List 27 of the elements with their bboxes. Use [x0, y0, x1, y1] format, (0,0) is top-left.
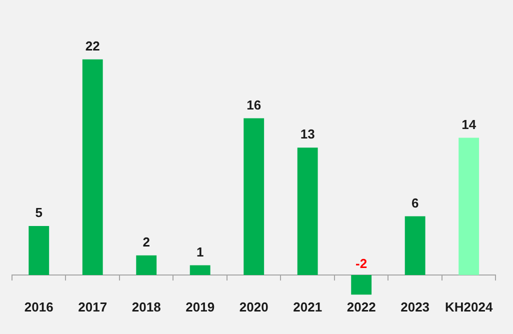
bar — [297, 148, 318, 275]
x-tick-label: 2023 — [400, 299, 430, 314]
x-tick-label: 2017 — [78, 299, 108, 314]
bar — [458, 138, 480, 275]
bar — [244, 118, 264, 275]
x-tick-label: 2018 — [132, 299, 161, 314]
x-tick-label: 2019 — [186, 299, 215, 314]
bar — [136, 255, 157, 275]
data-label: 6 — [411, 195, 419, 210]
bar — [190, 265, 210, 275]
x-tick-label: 2016 — [24, 299, 54, 314]
x-tick-label: 2021 — [293, 299, 322, 314]
data-label: -2 — [356, 256, 368, 272]
bar — [351, 275, 372, 295]
bar — [404, 216, 426, 275]
x-tick-label: KH2024 — [444, 299, 494, 314]
data-label: 22 — [85, 38, 100, 54]
data-label: 13 — [300, 126, 315, 142]
bar — [28, 226, 50, 275]
data-label: 14 — [462, 116, 477, 132]
data-label: 1 — [196, 244, 204, 260]
data-label: 16 — [246, 97, 262, 112]
data-label: 5 — [35, 205, 42, 220]
x-tick-label: 2020 — [239, 299, 268, 314]
x-tick-label: 2022 — [346, 299, 376, 314]
data-label: 2 — [142, 234, 150, 250]
bar — [82, 59, 103, 275]
